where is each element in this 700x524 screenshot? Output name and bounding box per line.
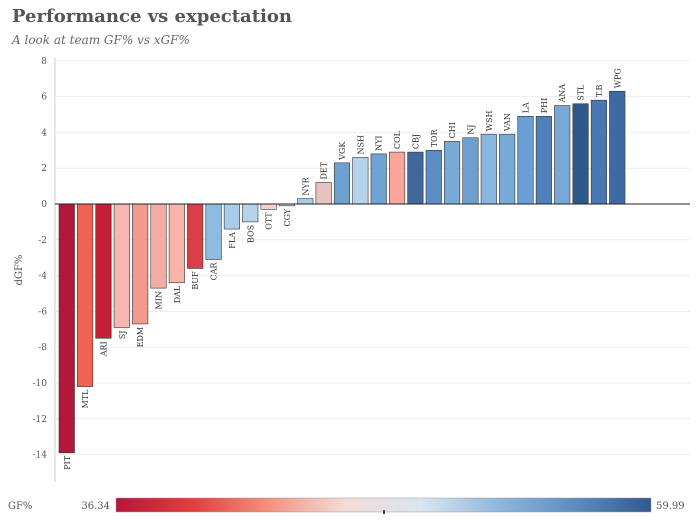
- bar-nyi[interactable]: [370, 153, 387, 205]
- bar-wsh[interactable]: [480, 133, 497, 205]
- bar-cbj[interactable]: [407, 151, 424, 205]
- bar-label: WSH: [485, 110, 494, 131]
- bar-label: VGK: [338, 141, 347, 161]
- y-tick-label: -4: [38, 272, 47, 282]
- bar-ana[interactable]: [554, 105, 571, 205]
- bar-edm[interactable]: [132, 203, 149, 325]
- y-tick-label: -8: [38, 343, 47, 353]
- bar-label: NYR: [301, 176, 310, 195]
- bar-label: BUF: [191, 271, 200, 290]
- bar-label: MIN: [155, 291, 164, 309]
- bar-label: DAL: [173, 285, 182, 303]
- bar-van[interactable]: [499, 133, 516, 205]
- gridlines: [55, 60, 690, 456]
- bar-label: SJ: [118, 331, 127, 340]
- bar-label: MTL: [81, 389, 90, 409]
- color-legend: GF% 36.34 59.99: [8, 497, 685, 514]
- y-axis-label: dGF%: [14, 255, 25, 286]
- y-tick-label: 2: [41, 164, 47, 174]
- bar-label: VAN: [503, 113, 512, 132]
- y-tick-label: 8: [41, 57, 47, 67]
- bar-stl[interactable]: [572, 103, 589, 205]
- bar-label: CAR: [210, 262, 219, 281]
- bar-ari[interactable]: [95, 203, 112, 339]
- bar-label: LA: [522, 102, 531, 113]
- bar-label: COL: [393, 130, 402, 149]
- bar-car[interactable]: [205, 203, 222, 260]
- bar-label: PIT: [63, 455, 72, 470]
- bar-col[interactable]: [388, 151, 406, 205]
- chart-title: Performance vs expectation: [12, 6, 292, 27]
- legend-title: GF%: [8, 501, 32, 512]
- bar-det[interactable]: [315, 182, 332, 205]
- bar-pit[interactable]: [58, 203, 75, 454]
- bars: [58, 90, 626, 454]
- bar-label: NYI: [375, 135, 384, 150]
- bar-buf[interactable]: [187, 203, 204, 269]
- bar-sj[interactable]: [113, 203, 130, 328]
- bar-wpg[interactable]: [609, 90, 626, 205]
- bar-dal[interactable]: [168, 203, 185, 284]
- bar-label: CHI: [448, 122, 457, 138]
- bar-label: OTT: [265, 212, 274, 230]
- legend-min-label: 36.34: [81, 501, 110, 512]
- bar-label: DET: [320, 161, 329, 179]
- chart-subtitle: A look at team GF% vs xGF%: [12, 33, 190, 47]
- y-tick-label: -2: [38, 236, 47, 246]
- bar-min[interactable]: [150, 203, 167, 289]
- bar-labels: PIT MTL ARI SJ EDM MIN DAL BUF CAR FLA BOS OTT CGY NY…: [63, 68, 623, 469]
- legend-max-label: 59.99: [656, 501, 685, 512]
- y-tick-label: 0: [41, 200, 47, 210]
- bar-label: ANA: [558, 84, 567, 104]
- y-tick-label: -12: [33, 415, 48, 425]
- y-tick-label: -14: [33, 451, 48, 461]
- bar-label: CBJ: [411, 134, 420, 149]
- bar-tb[interactable]: [590, 99, 607, 205]
- bar-label: NSH: [356, 135, 365, 154]
- bar-label: ARI: [99, 341, 108, 357]
- bar-nyr[interactable]: [297, 198, 314, 205]
- y-tick-label: 6: [41, 93, 47, 103]
- bar-vgk[interactable]: [333, 162, 351, 205]
- bar-label: BOS: [246, 225, 255, 243]
- y-tick-label: -6: [38, 307, 47, 317]
- bar-label: T.B: [595, 84, 604, 97]
- y-tick-labels: 8 6 4 2 0 -2 -4 -6 -8 -10 -12 -14: [33, 57, 48, 461]
- bar-ott[interactable]: [260, 203, 277, 210]
- bar-label: TOR: [430, 128, 439, 147]
- y-tick-label: -10: [33, 379, 48, 389]
- bar-la[interactable]: [517, 115, 534, 205]
- y-tick-label: 4: [41, 128, 47, 138]
- bar-bos[interactable]: [242, 203, 259, 223]
- bar-nj[interactable]: [462, 137, 479, 205]
- bar-label: EDM: [136, 327, 145, 347]
- bar-label: PHI: [540, 98, 549, 114]
- bar-label: STL: [577, 84, 586, 101]
- bar-label: CGY: [283, 208, 292, 226]
- bar-label: WPG: [613, 68, 622, 88]
- bar-tor[interactable]: [425, 150, 442, 205]
- legend-colorbar: [115, 497, 652, 513]
- bar-chi[interactable]: [444, 141, 461, 205]
- bar-fla[interactable]: [223, 203, 240, 230]
- bar-mtl[interactable]: [77, 203, 94, 387]
- bar-phi[interactable]: [535, 115, 552, 205]
- bar-label: NJ: [466, 125, 475, 135]
- bar-nsh[interactable]: [352, 157, 369, 205]
- bar-label: FLA: [228, 232, 237, 249]
